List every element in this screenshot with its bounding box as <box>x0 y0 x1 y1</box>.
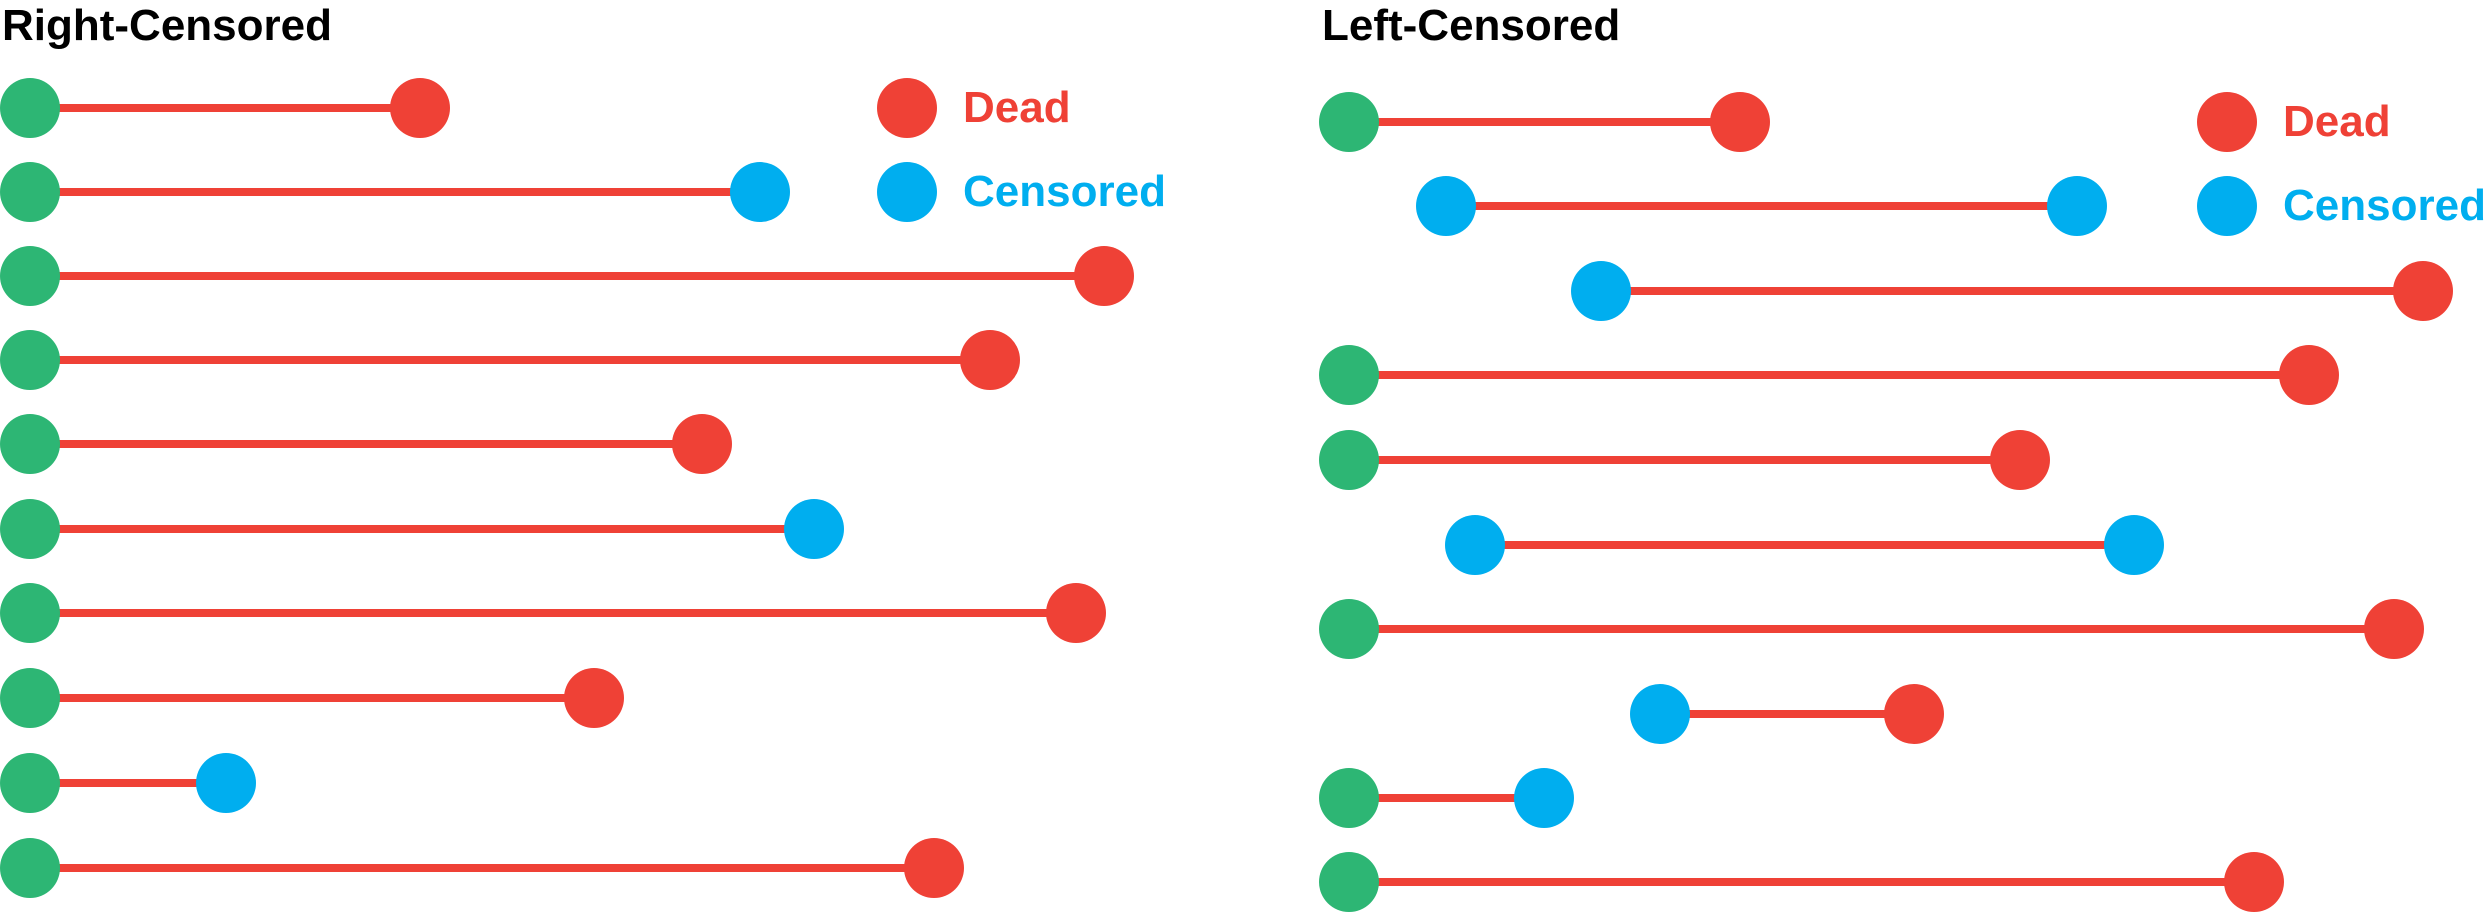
left-censored-row <box>1319 768 1574 828</box>
left-censored-start-start-marker <box>1319 768 1379 828</box>
right-censored-row <box>0 414 732 474</box>
left-censored-panel: Left-Censored Dead Censored <box>1319 1 2486 912</box>
right-censored-row <box>0 162 790 222</box>
right-legend: Dead Censored <box>877 78 1166 222</box>
left-censored-row <box>1416 176 2107 236</box>
left-censored-censored-start-marker <box>1445 515 1505 575</box>
left-censored-censored-start-marker <box>1571 261 1631 321</box>
right-censored-row <box>0 330 1020 390</box>
left-censored-start-start-marker <box>1319 430 1379 490</box>
left-censored-dead-end-marker <box>1990 430 2050 490</box>
right-censored-start-start-marker <box>0 499 60 559</box>
right-censored-panel: Right-Censored Dead Censored <box>0 1 1166 898</box>
legend-censored-label: Censored <box>2283 181 2486 230</box>
legend-dead-marker <box>2197 92 2257 152</box>
left-censored-start-start-marker <box>1319 599 1379 659</box>
right-censored-start-start-marker <box>0 162 60 222</box>
left-censored-row <box>1445 515 2164 575</box>
right-censored-start-start-marker <box>0 838 60 898</box>
right-censored-censored-end-marker <box>730 162 790 222</box>
left-censored-row <box>1319 345 2339 405</box>
left-censored-censored-start-marker <box>1630 684 1690 744</box>
legend-censored-label: Censored <box>963 167 1166 216</box>
left-censored-dead-end-marker <box>2224 852 2284 912</box>
right-censored-row <box>0 668 624 728</box>
right-censored-rows <box>0 78 1134 898</box>
right-censored-title: Right-Censored <box>2 1 332 50</box>
right-censored-dead-end-marker <box>904 838 964 898</box>
left-censored-dead-end-marker <box>2364 599 2424 659</box>
left-censored-title: Left-Censored <box>1322 1 1620 50</box>
right-censored-row <box>0 499 844 559</box>
left-censored-start-start-marker <box>1319 92 1379 152</box>
left-legend: Dead Censored <box>2197 92 2486 236</box>
right-censored-start-start-marker <box>0 246 60 306</box>
left-censored-row <box>1630 684 1944 744</box>
left-censored-rows <box>1319 92 2453 912</box>
left-censored-dead-end-marker <box>2393 261 2453 321</box>
legend-censored-marker <box>2197 176 2257 236</box>
right-censored-row <box>0 78 450 138</box>
left-censored-censored-end-marker <box>1514 768 1574 828</box>
left-censored-row <box>1319 852 2284 912</box>
left-censored-censored-end-marker <box>2047 176 2107 236</box>
left-censored-row <box>1571 261 2453 321</box>
right-censored-start-start-marker <box>0 414 60 474</box>
left-censored-censored-start-marker <box>1416 176 1476 236</box>
right-censored-start-start-marker <box>0 78 60 138</box>
left-censored-start-start-marker <box>1319 852 1379 912</box>
left-censored-dead-end-marker <box>1884 684 1944 744</box>
right-censored-row <box>0 583 1106 643</box>
right-censored-start-start-marker <box>0 330 60 390</box>
left-censored-start-start-marker <box>1319 345 1379 405</box>
left-censored-row <box>1319 92 1770 152</box>
left-censored-row <box>1319 430 2050 490</box>
right-censored-row <box>0 246 1134 306</box>
left-censored-dead-end-marker <box>2279 345 2339 405</box>
left-censored-row <box>1319 599 2424 659</box>
legend-dead-label: Dead <box>963 83 1071 132</box>
right-censored-start-start-marker <box>0 753 60 813</box>
right-censored-row <box>0 838 964 898</box>
right-censored-dead-end-marker <box>390 78 450 138</box>
right-censored-row <box>0 753 256 813</box>
right-censored-censored-end-marker <box>784 499 844 559</box>
legend-dead-marker <box>877 78 937 138</box>
right-censored-dead-end-marker <box>672 414 732 474</box>
right-censored-dead-end-marker <box>960 330 1020 390</box>
legend-dead-label: Dead <box>2283 97 2391 146</box>
right-censored-censored-end-marker <box>196 753 256 813</box>
left-censored-censored-end-marker <box>2104 515 2164 575</box>
right-censored-start-start-marker <box>0 668 60 728</box>
legend-censored-marker <box>877 162 937 222</box>
right-censored-dead-end-marker <box>564 668 624 728</box>
left-censored-dead-end-marker <box>1710 92 1770 152</box>
right-censored-dead-end-marker <box>1074 246 1134 306</box>
right-censored-dead-end-marker <box>1046 583 1106 643</box>
right-censored-start-start-marker <box>0 583 60 643</box>
